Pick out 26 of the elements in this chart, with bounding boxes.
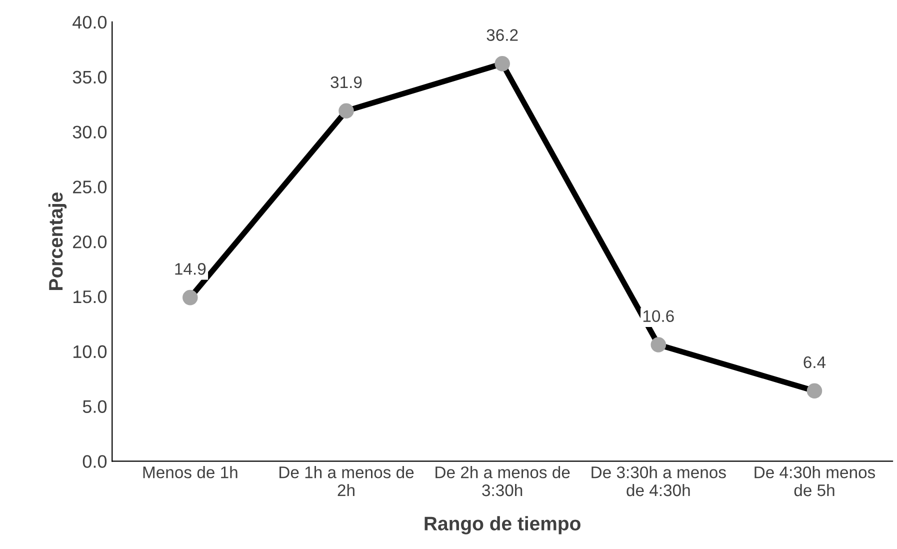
y-tick-label: 20.0: [73, 235, 107, 248]
point: [650, 337, 666, 352]
y-tick-label: 30.0: [72, 126, 107, 138]
point: [806, 383, 822, 399]
point: [182, 290, 198, 306]
x-tick-label: Menos de 1h: [143, 466, 238, 478]
point: [494, 56, 510, 72]
x-tick-label: De 3:30h a menos de 4:30h: [592, 466, 726, 496]
x-tick-label: De 2h a menos de 3:30h: [436, 466, 570, 496]
data-label: 6.4: [804, 356, 826, 368]
y-tick-label: 5.0: [82, 400, 107, 413]
data-label: 31.9: [330, 76, 362, 88]
data-label: 10.6: [643, 310, 674, 322]
x-tick-label: De 4:30h menos de 5h: [754, 466, 876, 496]
y-tick-label: 25.0: [73, 180, 107, 194]
y-tick-label: 15.0: [74, 290, 107, 304]
point: [338, 103, 354, 119]
y-tick-label: 40.0: [72, 16, 107, 29]
y-tick-label: 0.0: [82, 455, 107, 468]
data-label: 14.9: [175, 263, 206, 275]
y-axis-title: Porcentaje: [48, 192, 67, 290]
y-tick-label: 10.0: [74, 345, 107, 358]
data-label: 36.2: [486, 29, 518, 41]
x-tick-label: De 1h a menos de 2h: [280, 466, 414, 496]
x-axis-title: Rango de tiempo: [424, 516, 580, 534]
y-tick-label: 35.0: [72, 70, 107, 84]
